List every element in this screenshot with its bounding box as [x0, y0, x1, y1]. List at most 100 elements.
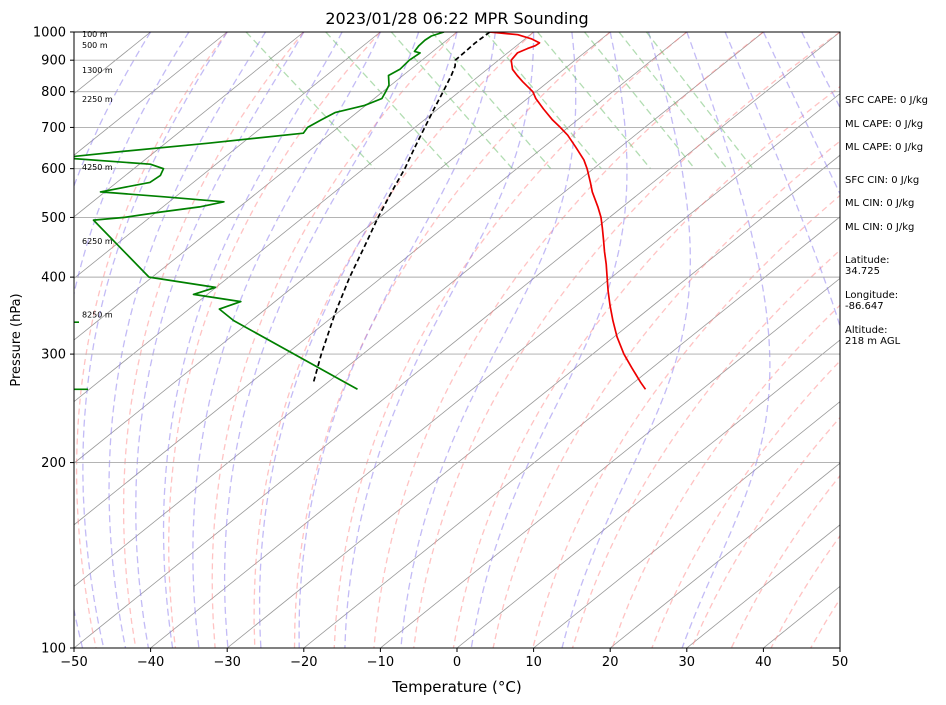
altitude-value: 218 m AGL [845, 336, 901, 347]
isotherm-line [150, 93, 840, 648]
latitude-value: 34.725 [845, 266, 880, 277]
moist-adiabat [135, 32, 305, 648]
y-axis-ticks: 1000 900 800 700 600 500 400 300 200 100 [33, 26, 74, 657]
mixing-ratio-line [245, 32, 376, 170]
y-tick-label: 200 [41, 456, 66, 471]
moist-adiabat [223, 32, 420, 648]
x-tick-label: 30 [679, 655, 696, 670]
moist-adiabat [192, 32, 381, 648]
dry-adiabat [75, 32, 228, 648]
temperature-line [489, 32, 647, 390]
isotherm-line [74, 32, 688, 526]
altitude-label: Altitude: [845, 325, 888, 336]
isotherm-line [74, 32, 228, 156]
dry-adiabat [333, 32, 688, 648]
x-axis-ticks: −50 −40 −30 −20 −10 0 10 20 30 40 50 [60, 648, 848, 670]
mixing-ratio-line [325, 32, 451, 170]
moist-adiabat [762, 32, 840, 196]
dry-adiabat [930, 32, 946, 648]
moist-adiabat [470, 32, 628, 648]
series-layer [74, 32, 647, 391]
height-label: 6250 m [82, 237, 113, 246]
ml-cin-text-2: ML CIN: 0 J/kg [845, 222, 915, 233]
mixing-ratio-line [583, 32, 696, 170]
isotherm-line [533, 401, 840, 648]
isotherm-line [380, 277, 840, 648]
y-tick-label: 400 [41, 271, 66, 286]
moist-adiabat [258, 32, 458, 648]
moist-adiabat [108, 32, 267, 648]
mixing-ratio-line [645, 32, 754, 170]
sfc-cape-text: SFC CAPE: 0 J/kg [845, 95, 928, 106]
isotherm-line [74, 32, 458, 341]
moist-adiabat [561, 32, 691, 648]
moist-adiabat [298, 32, 496, 648]
dry-adiabat [611, 304, 840, 648]
mixing-ratio-line [431, 32, 552, 170]
y-tick-label: 1000 [33, 26, 66, 41]
isotherm-line [74, 32, 840, 648]
x-tick-label: 0 [453, 655, 461, 670]
moist-adiabat [162, 32, 343, 648]
isotherm-line [74, 32, 381, 279]
moist-adiabat [801, 32, 840, 109]
x-tick-label: −20 [290, 655, 317, 670]
mixing-ratio-line [536, 32, 652, 170]
reference-lines [74, 32, 946, 648]
dry-adiabat [293, 32, 611, 648]
x-axis-label: Temperature (°C) [391, 678, 521, 696]
moist-adiabat [344, 32, 535, 648]
longitude-label: Longitude: [845, 290, 899, 301]
height-label: 4250 m [82, 163, 113, 172]
dry-adiabat [253, 32, 535, 648]
y-tick-label: 500 [41, 211, 66, 226]
y-axis-label: Pressure (hPa) [9, 293, 24, 386]
isotherm-line [74, 32, 611, 464]
isotherm-line [74, 32, 764, 587]
isotherm-line [609, 462, 840, 648]
ml-cape-text-2: ML CAPE: 0 J/kg [845, 142, 924, 153]
dry-adiabat [122, 32, 305, 648]
height-label: 1300 m [82, 66, 113, 75]
height-label: 500 m [82, 41, 108, 50]
y-tick-label: 700 [41, 121, 66, 136]
chart-title: 2023/01/28 06:22 MPR Sounding [325, 9, 588, 28]
wind-barbs [74, 321, 88, 391]
dry-adiabat [413, 32, 840, 648]
x-tick-label: 50 [832, 655, 849, 670]
x-tick-label: −50 [60, 655, 87, 670]
ml-cin-text: ML CIN: 0 J/kg [845, 198, 915, 209]
dewpoint-line [74, 32, 445, 391]
mixing-ratio-line [485, 32, 602, 170]
moist-adiabat [400, 32, 577, 648]
dry-adiabat [168, 32, 381, 648]
y-tick-label: 800 [41, 85, 66, 100]
isotherm-line [226, 154, 840, 648]
latitude-label: Latitude: [845, 255, 890, 266]
y-tick-label: 300 [41, 348, 66, 363]
y-tick-label: 600 [41, 162, 66, 177]
moist-adiabat [82, 32, 228, 648]
isotherm-line [686, 524, 840, 648]
dry-adiabat [211, 32, 458, 648]
height-label: 2250 m [82, 95, 113, 104]
x-tick-label: −30 [213, 655, 240, 670]
dry-adiabat [651, 360, 840, 648]
x-tick-label: −10 [367, 655, 394, 670]
ml-cape-text: ML CAPE: 0 J/kg [845, 119, 924, 130]
x-tick-label: 40 [755, 655, 772, 670]
gridlines [74, 32, 840, 648]
height-label: 100 m [82, 30, 108, 39]
isotherm-line [303, 216, 840, 648]
mixing-ratio-line [618, 32, 728, 170]
x-tick-label: 20 [602, 655, 619, 670]
moist-adiabat [74, 32, 152, 188]
y-tick-label: 900 [41, 54, 66, 69]
dry-adiabat [452, 85, 840, 648]
x-tick-label: −40 [137, 655, 164, 670]
parcel-line [312, 32, 491, 383]
y-tick-label: 100 [41, 642, 66, 657]
x-tick-label: 10 [525, 655, 542, 670]
sfc-cin-text: SFC CIN: 0 J/kg [845, 175, 920, 186]
